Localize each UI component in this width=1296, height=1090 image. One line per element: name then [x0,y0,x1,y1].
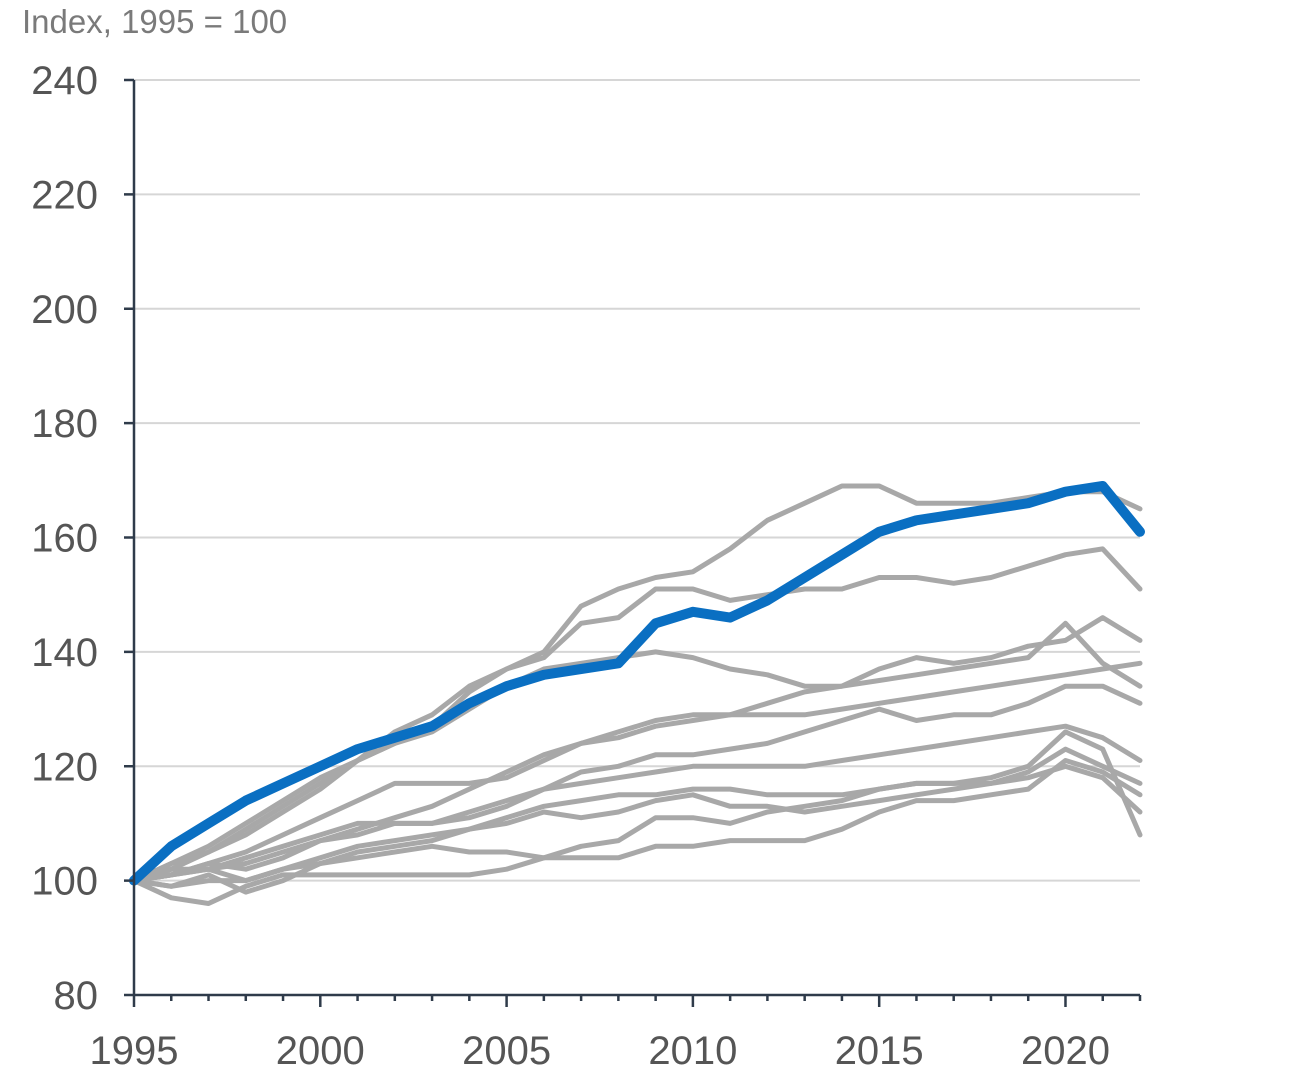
series-line-highlighted [129,481,1145,886]
y-tick-label: 200 [31,288,98,332]
series-lines [129,481,1145,906]
gridlines [134,79,1140,882]
x-axis-ticks: 1995 2000 2005 2010 2015 2020 [90,995,1142,1073]
y-tick-label: 160 [31,517,98,561]
series-line-1 [131,483,1143,884]
y-tick-label: 220 [31,173,98,217]
y-axis-ticks: 80 100 120 140 160 180 200 220 240 [31,59,134,1018]
y-tick-label: 100 [31,860,98,904]
series-line-6 [131,683,1143,884]
series-line-8 [131,746,1143,895]
y-tick-label: 140 [31,631,98,675]
x-tick-label: 1995 [90,1029,179,1073]
series-line-7 [131,723,1143,884]
x-tick-label: 2005 [462,1029,551,1073]
unit-label: Index, 1995 = 100 [22,3,287,40]
x-tick-label: 2015 [835,1029,924,1073]
x-tick-label: 2020 [1021,1029,1110,1073]
series-line-9 [131,763,1143,884]
x-tick-label: 2010 [648,1029,737,1073]
y-tick-label: 80 [54,974,99,1018]
x-tick-label: 2000 [276,1029,365,1073]
y-tick-label: 120 [31,745,98,789]
series-line-5 [131,660,1143,884]
series-line-4 [131,620,1143,884]
series-line-10 [131,729,1143,906]
y-tick-label: 180 [31,402,98,446]
series-line-3 [131,615,1143,884]
series-line-11 [131,758,1143,889]
series-line-2 [131,546,1143,884]
y-tick-label: 240 [31,59,98,103]
